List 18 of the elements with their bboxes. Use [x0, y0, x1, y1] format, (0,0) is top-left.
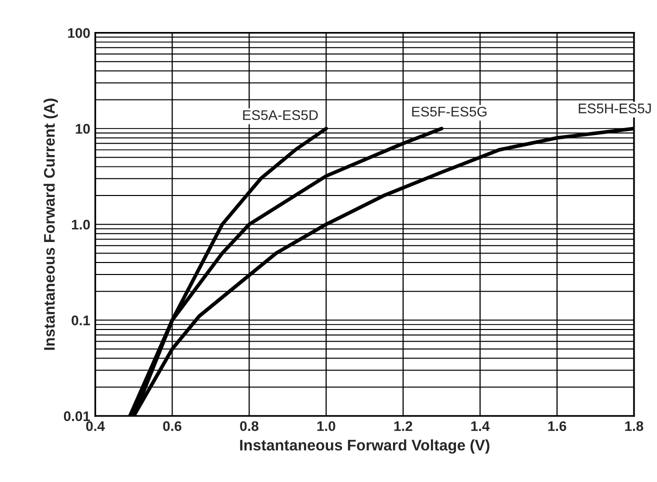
- y-tick-label: 0.1: [72, 316, 90, 326]
- x-tick-label: 1.0: [317, 421, 336, 432]
- y-tick-label: 100: [68, 28, 90, 38]
- y-tick-label: 10: [76, 124, 90, 134]
- y-tick-label: 1.0: [72, 220, 90, 230]
- x-tick-label: 1.6: [548, 421, 566, 432]
- x-tick-label: 1.2: [394, 421, 412, 431]
- x-tick-label: 0.4: [86, 421, 105, 432]
- x-tick-label: 1.4: [471, 421, 490, 431]
- x-tick-label: 1.8: [625, 421, 644, 432]
- series-label: ES5A-ES5D: [243, 110, 318, 120]
- x-tick-label: 0.6: [163, 421, 182, 432]
- series-label: ES5H-ES5J: [578, 104, 651, 114]
- y-axis-title: Instantaneous Forward Current (A): [44, 98, 58, 350]
- series-label: ES5F-ES5G: [412, 106, 486, 117]
- y-tick-label: 0.01: [64, 411, 90, 422]
- x-axis-title: Instantaneous Forward Voltage (V): [240, 439, 490, 454]
- x-tick-label: 0.8: [240, 421, 258, 432]
